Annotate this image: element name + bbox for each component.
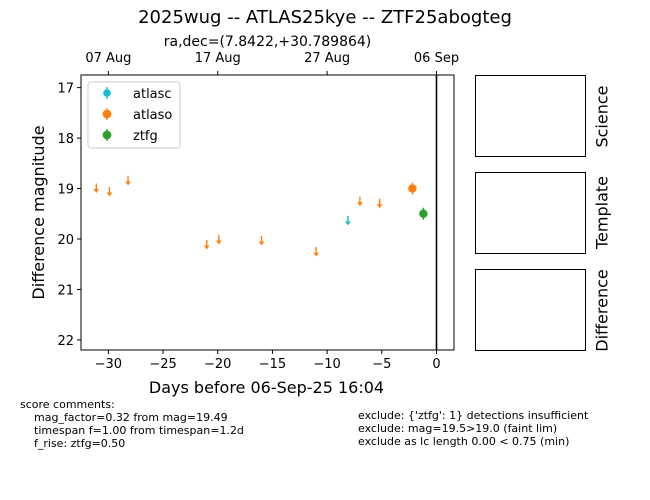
score-comment-line: f_rise: ztfg=0.50	[34, 437, 126, 450]
atlaso-upper-limit-arrow	[106, 192, 113, 197]
chart-title: 2025wug -- ATLAS25kye -- ZTF25abogteg	[138, 7, 512, 28]
ztfg-detection-point	[419, 209, 428, 218]
atlaso-upper-limit-arrow	[216, 240, 222, 245]
x-tick-label: −25	[149, 357, 176, 372]
score-comments-header: score comments:	[20, 398, 115, 411]
atlaso-upper-limit-arrow	[203, 245, 210, 250]
template-image-panel	[475, 172, 586, 254]
atlaso-upper-limit-arrow	[357, 202, 363, 207]
legend-label-ztfg: ztfg	[133, 129, 158, 144]
legend-label-atlasc: atlasc	[133, 87, 172, 102]
x-axis-label: Days before 06-Sep-25 16:04	[149, 378, 384, 397]
atlaso-upper-limit-arrow	[93, 189, 100, 194]
score-comments: score comments: mag_factor=0.32 from mag…	[20, 398, 244, 450]
atlaso-upper-limit-arrow	[125, 181, 131, 186]
exclude-comment-line: exclude: mag=19.5>19.0 (faint lim)	[358, 422, 558, 435]
exclude-comment-line: exclude: {'ztfg': 1} detections insuffic…	[358, 409, 589, 422]
chart-subtitle: ra,dec=(7.8422,+30.789864)	[163, 34, 372, 50]
atlaso-upper-limit-arrow	[376, 204, 383, 209]
legend-box	[87, 81, 181, 149]
y-axis-label: Difference magnitude	[29, 125, 48, 299]
difference-image-panel	[475, 269, 586, 351]
x-tick-label: 0	[432, 357, 440, 372]
score-comment-line: mag_factor=0.32 from mag=19.49	[34, 411, 228, 424]
y-tick-label: 22	[57, 334, 74, 349]
x-tick-label: −15	[259, 357, 286, 372]
top-tick-label: 06 Sep	[414, 51, 459, 66]
x-tick-label: −30	[95, 357, 122, 372]
exclude-comments: exclude: {'ztfg': 1} detections insuffic…	[358, 409, 588, 448]
plot-frame	[80, 74, 455, 351]
atlasc-upper-limit-arrow	[345, 221, 351, 226]
score-comment-line: timespan f=1.00 from timespan=1.2d	[34, 424, 244, 437]
y-tick-label: 21	[57, 283, 74, 298]
y-tick-label: 20	[57, 233, 74, 248]
top-tick-label: 27 Aug	[304, 51, 350, 66]
top-tick-label: 07 Aug	[85, 51, 131, 66]
legend-label-atlaso: atlaso	[133, 108, 172, 123]
legend-marker	[102, 130, 112, 140]
exclude-comment-line: exclude as lc length 0.00 < 0.75 (min)	[358, 435, 570, 448]
x-tick-label: −20	[204, 357, 231, 372]
atlaso-upper-limit-arrow	[258, 241, 265, 246]
difference-label: Difference	[592, 269, 612, 352]
x-tick-label: −10	[313, 357, 340, 372]
legend-marker	[103, 89, 111, 97]
legend-marker	[102, 109, 112, 119]
atlaso-detection-point	[408, 184, 417, 193]
top-tick-label: 17 Aug	[195, 51, 241, 66]
x-tick-label: −5	[372, 357, 391, 372]
y-tick-label: 18	[57, 132, 74, 147]
y-tick-label: 17	[57, 82, 74, 97]
y-tick-label: 19	[57, 183, 74, 198]
science-image-panel	[475, 75, 586, 157]
atlaso-upper-limit-arrow	[313, 252, 319, 257]
